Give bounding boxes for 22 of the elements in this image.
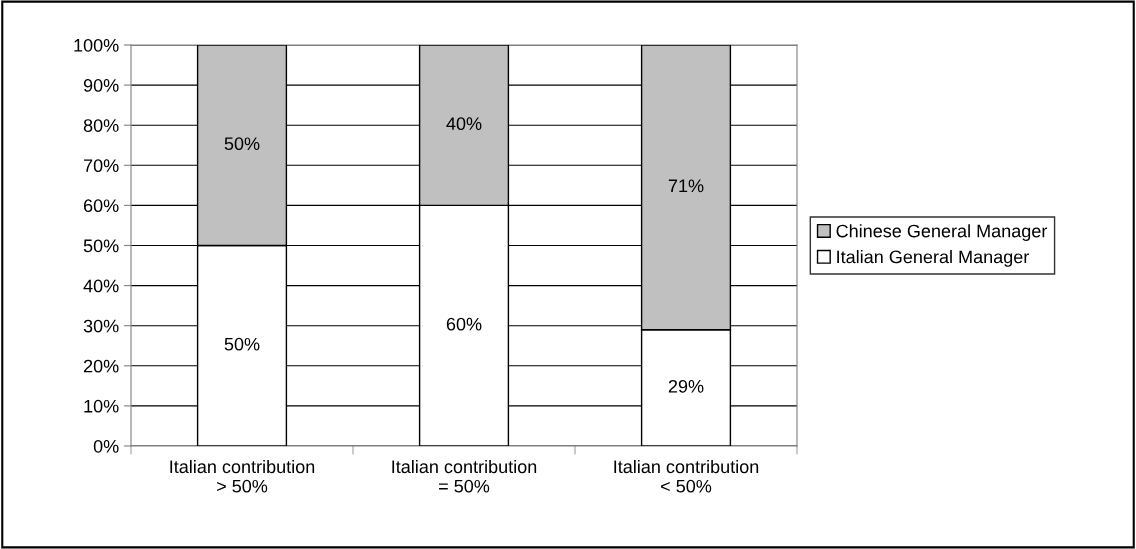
y-tick-label: 40% (83, 279, 119, 293)
y-tick-label: 0% (93, 439, 119, 453)
y-tick-label: 50% (83, 239, 119, 253)
data-label: 40% (446, 117, 482, 131)
data-label: 50% (224, 137, 260, 151)
data-label: 71% (668, 179, 704, 193)
y-tick-label: 100% (74, 38, 119, 52)
y-tick-label: 80% (83, 119, 119, 132)
legend-label: Italian General Manager (837, 250, 1030, 267)
x-tick-label: Italian contribution > 50% (170, 459, 315, 493)
data-label: 29% (668, 379, 704, 393)
x-tick-label: Italian contribution < 50% (614, 459, 759, 493)
data-label: 50% (224, 337, 260, 351)
y-tick-label: 30% (83, 319, 119, 333)
y-tick-label: 70% (83, 159, 119, 173)
y-tick-label: 60% (83, 199, 119, 213)
y-tick-label: 90% (83, 79, 119, 92)
legend-label: Chinese General Manager (836, 224, 1048, 241)
x-tick-label: Italian contribution = 50% (392, 459, 537, 493)
y-tick-label: 10% (84, 399, 119, 413)
y-tick-label: 20% (83, 359, 119, 373)
data-label: 60% (446, 317, 482, 331)
